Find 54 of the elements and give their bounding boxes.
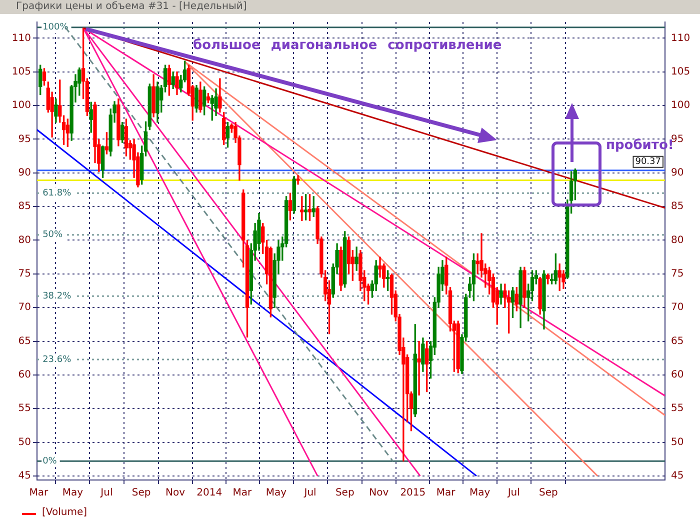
y2-tick-label: 45 bbox=[671, 470, 684, 482]
y2-tick-label: 85 bbox=[671, 201, 684, 212]
annotation: 100% bbox=[42, 22, 69, 33]
y-tick-label: 100 bbox=[12, 100, 31, 112]
y2-tick-label: 110 bbox=[671, 32, 690, 44]
y-tick-label: 80 bbox=[18, 234, 31, 246]
y2-tick-label: 80 bbox=[671, 234, 684, 246]
ref-line-label: 90.37 bbox=[635, 157, 661, 168]
annotation: 61.8% bbox=[42, 188, 72, 198]
x-tick-label: 2014 bbox=[196, 488, 222, 499]
y2-tick-label: 100 bbox=[671, 100, 690, 112]
x-tick-label: May bbox=[62, 488, 84, 499]
x-tick-label: Mar bbox=[436, 488, 456, 499]
annotation: большое диагональное сопротивление bbox=[193, 38, 502, 53]
x-tick-label: Mar bbox=[29, 488, 49, 499]
x-tick-label: Sep bbox=[132, 488, 151, 499]
y-tick-label: 65 bbox=[18, 336, 31, 347]
y-tick-label: 85 bbox=[18, 201, 31, 212]
y-tick-label: 60 bbox=[18, 370, 31, 381]
x-tick-label: Jul bbox=[100, 488, 113, 499]
y-tick-label: 50 bbox=[18, 436, 31, 448]
y-tick-label: 95 bbox=[18, 134, 31, 145]
y2-tick-label: 75 bbox=[671, 268, 684, 280]
x-tick-label: Mar bbox=[232, 488, 253, 499]
x-tick-label: May bbox=[469, 488, 490, 499]
text: [Volume] bbox=[42, 507, 87, 518]
y2-tick-label: 105 bbox=[671, 66, 690, 78]
x-tick-label: Jul bbox=[303, 488, 316, 499]
annotation: 0% bbox=[42, 456, 58, 466]
y-tick-label: 55 bbox=[18, 403, 31, 414]
annotation: 38.2% bbox=[42, 291, 72, 302]
y-tick-label: 110 bbox=[12, 32, 31, 44]
y2-tick-label: 70 bbox=[671, 302, 684, 314]
y2-tick-label: 90 bbox=[671, 167, 684, 178]
x-tick-label: May bbox=[266, 488, 287, 499]
y2-tick-label: 50 bbox=[671, 436, 684, 448]
y2-tick-label: 60 bbox=[671, 370, 684, 381]
y2-tick-label: 65 bbox=[671, 336, 684, 347]
x-tick-label: Sep bbox=[539, 488, 558, 499]
annotation: 23.6% bbox=[42, 354, 72, 365]
y-tick-label: 75 bbox=[18, 268, 31, 280]
y2-tick-label: 95 bbox=[671, 134, 684, 145]
chart-title: Графики цены и объема #31 - [Недельный] bbox=[0, 0, 700, 14]
y2-tick-label: 55 bbox=[671, 403, 684, 414]
y-tick-label: 105 bbox=[12, 66, 31, 78]
x-tick-label: Nov bbox=[369, 488, 389, 499]
y-tick-label: 90 bbox=[18, 167, 31, 178]
x-tick-label: Sep bbox=[335, 488, 354, 499]
x-tick-label: Jul bbox=[506, 488, 520, 499]
y-tick-label: 70 bbox=[18, 302, 31, 314]
x-tick-label: Nov bbox=[166, 488, 186, 499]
y-tick-label: 45 bbox=[18, 470, 31, 482]
x-tick-label: 2015 bbox=[400, 488, 426, 499]
annotation: 50% bbox=[42, 230, 64, 240]
